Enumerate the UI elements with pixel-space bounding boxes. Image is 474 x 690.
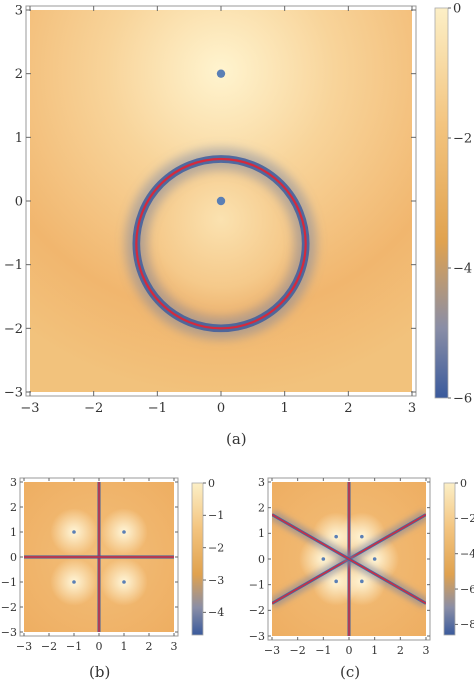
y-tick-label: −1 [1, 576, 17, 589]
inner-region [140, 162, 302, 325]
colorbar-tick-label: −2 [453, 132, 472, 147]
x-tick-label: 0 [217, 401, 225, 416]
x-tick-label: −2 [41, 640, 57, 653]
colorbar-tick-label: −3 [208, 574, 224, 587]
x-tick-label: −1 [66, 640, 82, 653]
data-point [321, 557, 326, 561]
x-tick-label: 0 [96, 640, 103, 653]
panel-a: −3 −2 −1 0 1 2 3 −3 −2 −1 0 1 2 3 0 −2 −4 −6 [4, 2, 472, 416]
colorbar [434, 7, 449, 399]
y-tick-label: 2 [258, 502, 265, 515]
y-tick-label: 1 [15, 131, 23, 146]
y-tick-label: 0 [258, 553, 265, 566]
x-tick-label: 3 [408, 401, 416, 416]
x-tick-label: −1 [315, 644, 331, 657]
x-tick-label: 3 [171, 640, 178, 653]
x-tick-label: 1 [121, 640, 128, 653]
caption-c: (c) [340, 663, 361, 681]
x-tick-label: −2 [84, 401, 103, 416]
colorbar [443, 482, 456, 636]
data-point [72, 580, 76, 584]
data-point [360, 534, 364, 539]
colorbar-tick-label: −4 [453, 262, 472, 277]
data-point [216, 196, 226, 206]
colorbar-tick-label: −2 [460, 512, 474, 525]
y-tick-label: 3 [10, 476, 17, 489]
curve-line [272, 513, 426, 605]
x-tick-label: 0 [346, 644, 353, 657]
colorbar-tick-label: −1 [208, 509, 224, 522]
y-tick-label: −3 [4, 386, 23, 401]
caption-b: (b) [89, 663, 111, 681]
x-tick-label: −2 [290, 644, 306, 657]
y-tick-label: −3 [249, 630, 265, 643]
y-tick-label: −2 [1, 601, 17, 614]
x-tick-label: 2 [397, 644, 404, 657]
colorbar-tick-label: 0 [453, 2, 461, 17]
data-point [122, 580, 126, 584]
x-tick-label: −3 [16, 640, 32, 653]
y-tick-label: 0 [15, 195, 23, 210]
colorbar-tick-label: −4 [208, 606, 224, 619]
colorbar-tick-label: −2 [208, 542, 224, 555]
data-point [122, 530, 126, 534]
colorbar [191, 482, 204, 636]
colorbar-tick-label: 0 [460, 477, 467, 490]
x-tick-label: 2 [146, 640, 153, 653]
colorbar-tick-label: 0 [208, 477, 215, 490]
x-tick-label: −1 [148, 401, 167, 416]
y-tick-label: 0 [10, 551, 17, 564]
caption-a: (a) [226, 430, 247, 448]
data-point [360, 579, 364, 584]
y-tick-label: 1 [10, 526, 17, 539]
y-tick-label: −1 [4, 258, 23, 273]
colorbar-tick-label: −6 [453, 392, 472, 407]
panel-c: −3 −2 −1 0 1 2 3 −3 −2 −1 0 1 2 3 0 −2 −4 −6 −8 [249, 476, 474, 657]
y-tick-label: −2 [4, 322, 23, 337]
colorbar-tick-label: −4 [460, 548, 474, 561]
y-tick-label: 1 [258, 527, 265, 540]
y-tick-label: 2 [15, 67, 23, 82]
data-point [72, 530, 76, 534]
plot-area [24, 482, 174, 632]
colorbar-tick-label: −8 [460, 618, 474, 631]
y-tick-label: 3 [15, 4, 23, 19]
data-point [216, 69, 226, 78]
curve-circle [135, 157, 307, 330]
y-tick-label: 2 [10, 501, 17, 514]
x-tick-label: 3 [423, 644, 430, 657]
x-tick-label: −3 [264, 644, 280, 657]
plot-area [30, 10, 412, 392]
y-tick-label: −1 [249, 579, 265, 592]
panel-b: −3 −2 −1 0 1 2 3 −3 −2 −1 0 1 2 3 0 −1 −2 −3 −4 [1, 476, 224, 653]
colorbar-tick-label: −6 [460, 583, 474, 596]
y-tick-label: −2 [249, 604, 265, 617]
plot-area [272, 482, 426, 636]
x-tick-label: 1 [371, 644, 378, 657]
x-tick-label: −3 [20, 401, 39, 416]
x-tick-label: 1 [281, 401, 289, 416]
data-point [334, 579, 338, 584]
x-tick-label: 2 [344, 401, 352, 416]
y-tick-label: −3 [1, 626, 17, 639]
data-point [334, 534, 338, 539]
data-point [372, 557, 377, 561]
y-tick-label: 3 [258, 476, 265, 489]
